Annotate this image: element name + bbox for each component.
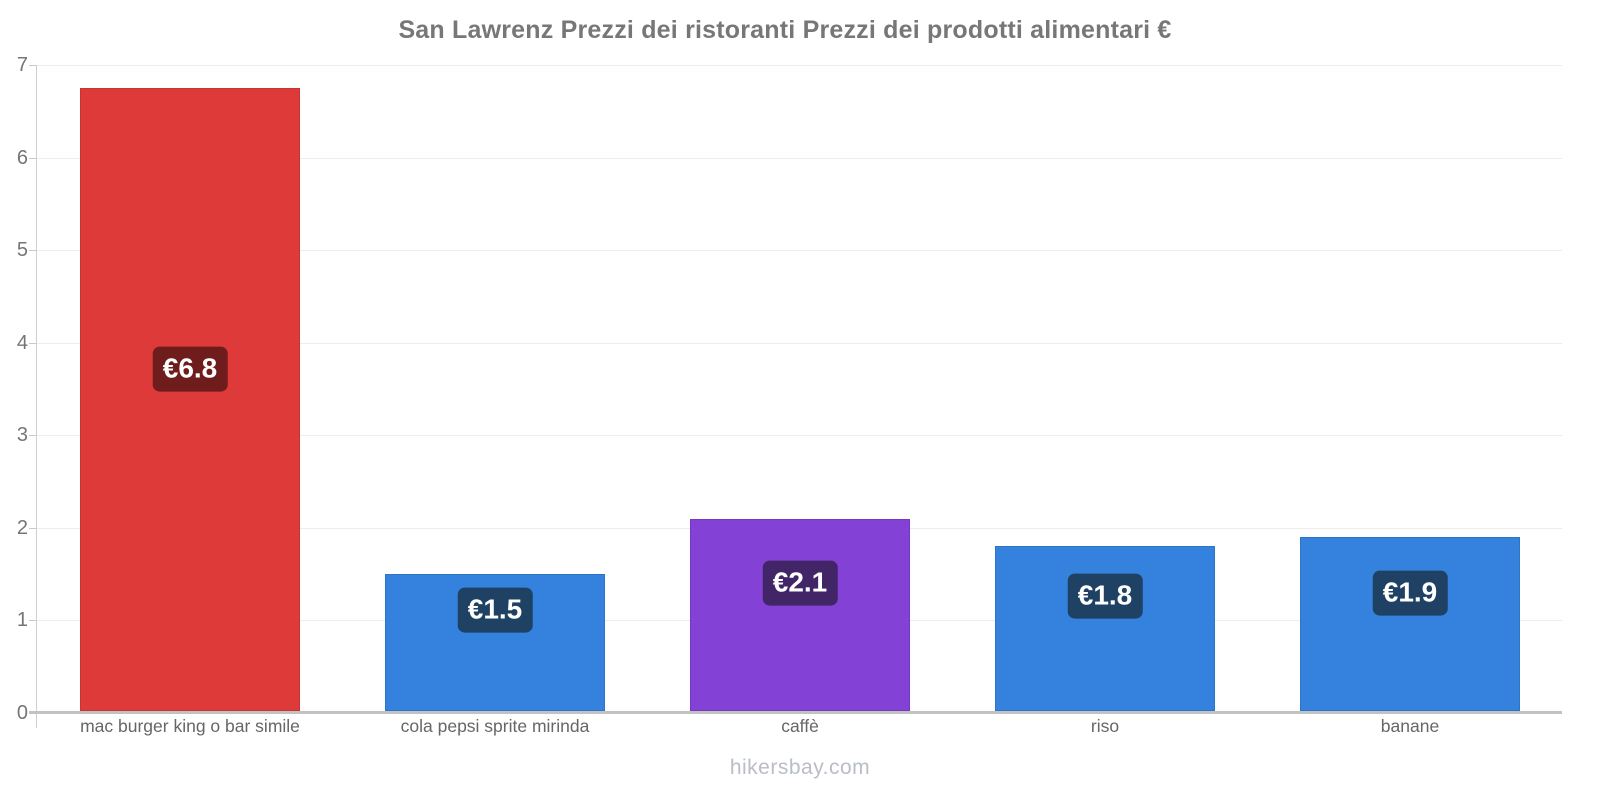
gridline <box>37 343 1562 344</box>
bar-value-label-caff: €2.1 <box>762 560 838 606</box>
bar-value-label-riso: €1.8 <box>1067 573 1143 619</box>
chart-title: San Lawrenz Prezzi dei ristoranti Prezzi… <box>398 16 1172 44</box>
x-axis-label-cola-pepsi-sprite-mirinda: cola pepsi sprite mirinda <box>400 716 590 736</box>
source-watermark: hikersbay.com <box>729 756 871 779</box>
bar-riso[interactable] <box>995 546 1215 711</box>
bar-banane[interactable] <box>1300 537 1520 711</box>
y-axis-label: 6 <box>16 147 28 169</box>
x-axis-line <box>29 711 1562 714</box>
y-axis-tick <box>29 250 37 251</box>
gridline <box>37 435 1562 436</box>
bar-mac-burger-king-o-bar-simile[interactable] <box>80 88 300 711</box>
x-axis-label-banane: banane <box>1380 716 1440 736</box>
y-axis-tick <box>29 620 37 621</box>
y-axis-tick <box>29 528 37 529</box>
gridline <box>37 250 1562 251</box>
y-axis-label: 5 <box>16 239 28 261</box>
x-axis-label-riso: riso <box>1090 716 1120 736</box>
y-axis-label: 3 <box>16 424 28 446</box>
y-axis-tick <box>29 343 37 344</box>
y-axis-tick <box>29 65 37 66</box>
y-axis-label: 1 <box>16 609 28 631</box>
gridline <box>37 158 1562 159</box>
bar-value-label-cola-pepsi-sprite-mirinda: €1.5 <box>457 587 533 633</box>
gridline <box>37 65 1562 66</box>
y-axis-label: 0 <box>16 702 28 724</box>
y-axis-line <box>36 65 37 728</box>
y-axis-label: 4 <box>16 332 28 354</box>
y-axis-tick <box>29 158 37 159</box>
bar-value-label-mac-burger-king-o-bar-simile: €6.8 <box>152 346 228 392</box>
y-axis-tick <box>29 435 37 436</box>
y-axis-label: 2 <box>16 517 28 539</box>
x-axis-label-mac-burger-king-o-bar-simile: mac burger king o bar simile <box>80 716 300 736</box>
y-axis-label: 7 <box>16 54 28 76</box>
bar-value-label-banane: €1.9 <box>1372 570 1448 616</box>
bar-caff[interactable] <box>690 519 910 711</box>
x-axis-label-caff: caffè <box>781 716 819 736</box>
